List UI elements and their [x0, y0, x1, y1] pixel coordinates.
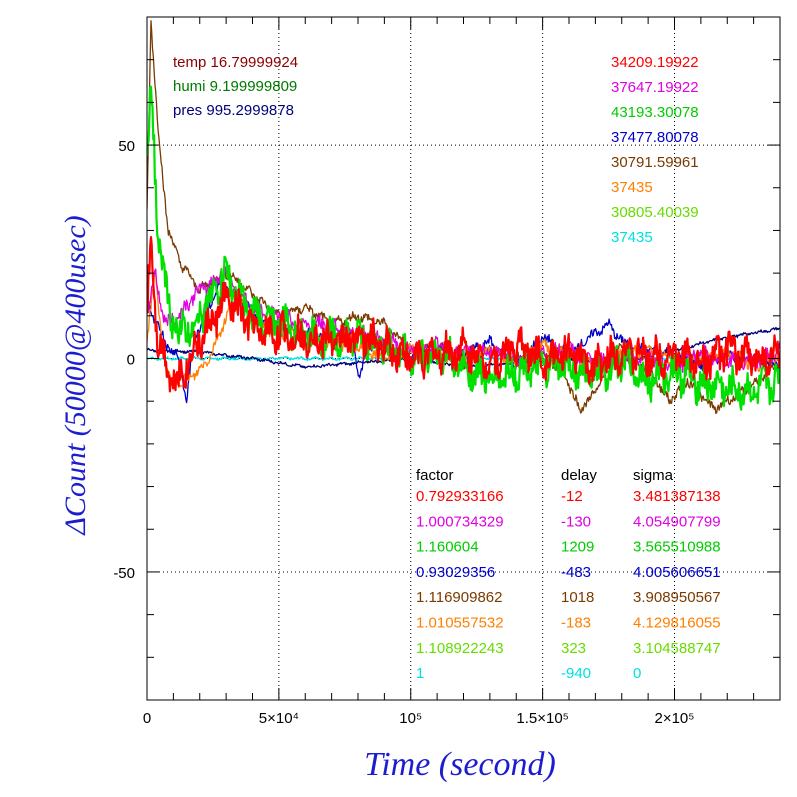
- count-label: 34209.19922: [611, 54, 699, 71]
- table-delay: 1209: [561, 539, 594, 556]
- count-label: 30805.40039: [611, 204, 699, 221]
- y-tick-label: 0: [127, 352, 135, 369]
- table-factor: 1.116909862: [416, 589, 502, 606]
- table-factor: 1.010557532: [416, 615, 504, 632]
- table-delay: -12: [561, 488, 583, 505]
- param-table: factor delay sigma 0.792933166 -12 3.48138713…: [416, 467, 721, 682]
- table-delay: 1018: [561, 589, 594, 606]
- env-label: pres 995.2999878: [173, 102, 294, 119]
- table-sigma: 4.129816055: [633, 615, 721, 632]
- env-legend: temp 16.79999924 humi 9.199999809 pres 995…: [173, 54, 298, 119]
- x-tick-label: 2×10⁵: [654, 710, 694, 727]
- count-label: 43193.30078: [611, 104, 699, 121]
- table-factor: 1: [416, 665, 424, 682]
- series-layer: [147, 20, 780, 415]
- y-tick-label: -50: [113, 565, 135, 582]
- table-factor: 1.000734329: [416, 513, 504, 530]
- count-label: 37647.19922: [611, 79, 699, 96]
- x-tick-label: 5×10⁴: [259, 710, 299, 727]
- count-label: 37477.80078: [611, 129, 699, 146]
- y-axis-title: ΔCount (50000@400usec): [59, 215, 92, 535]
- table-sigma: 3.481387138: [633, 488, 721, 505]
- table-sigma: 3.565510988: [633, 539, 721, 556]
- table-sigma: 4.054907799: [633, 513, 721, 530]
- count-label: 30791.59961: [611, 154, 699, 171]
- series-line: [147, 236, 780, 393]
- counts-legend: 34209.19922 37647.19922 43193.30078 37477.8…: [611, 54, 699, 246]
- table-header: sigma: [633, 467, 674, 484]
- ticks: [147, 17, 780, 700]
- table-delay: 323: [561, 640, 586, 657]
- env-label: temp 16.79999924: [173, 54, 298, 71]
- table-sigma: 3.104588747: [633, 640, 721, 657]
- table-factor: 0.93029356: [416, 564, 495, 581]
- x-tick-label: 0: [143, 710, 151, 727]
- table-sigma: 3.908950567: [633, 589, 721, 606]
- table-factor: 0.792933166: [416, 488, 504, 505]
- table-header: delay: [561, 467, 597, 484]
- table-factor: 1.160604: [416, 539, 479, 556]
- count-label: 37435: [611, 229, 653, 246]
- table-header: factor: [416, 467, 454, 484]
- env-label: humi 9.199999809: [173, 78, 297, 95]
- table-delay: -940: [561, 665, 591, 682]
- table-sigma: 4.005606651: [633, 564, 721, 581]
- x-tick-label: 1.5×10⁵: [516, 710, 569, 727]
- y-tick-label: 50: [118, 138, 135, 155]
- table-delay: -183: [561, 615, 591, 632]
- tick-labels: 0 5×10⁴ 10⁵ 1.5×10⁵ 2×10⁵ 50 0 -50: [113, 138, 694, 727]
- table-sigma: 0: [633, 665, 641, 682]
- table-delay: -130: [561, 513, 591, 530]
- table-factor: 1.108922243: [416, 640, 504, 657]
- table-delay: -483: [561, 564, 591, 581]
- count-label: 37435: [611, 179, 653, 196]
- x-axis-title: Time (second): [364, 746, 556, 783]
- x-tick-label: 10⁵: [399, 710, 422, 727]
